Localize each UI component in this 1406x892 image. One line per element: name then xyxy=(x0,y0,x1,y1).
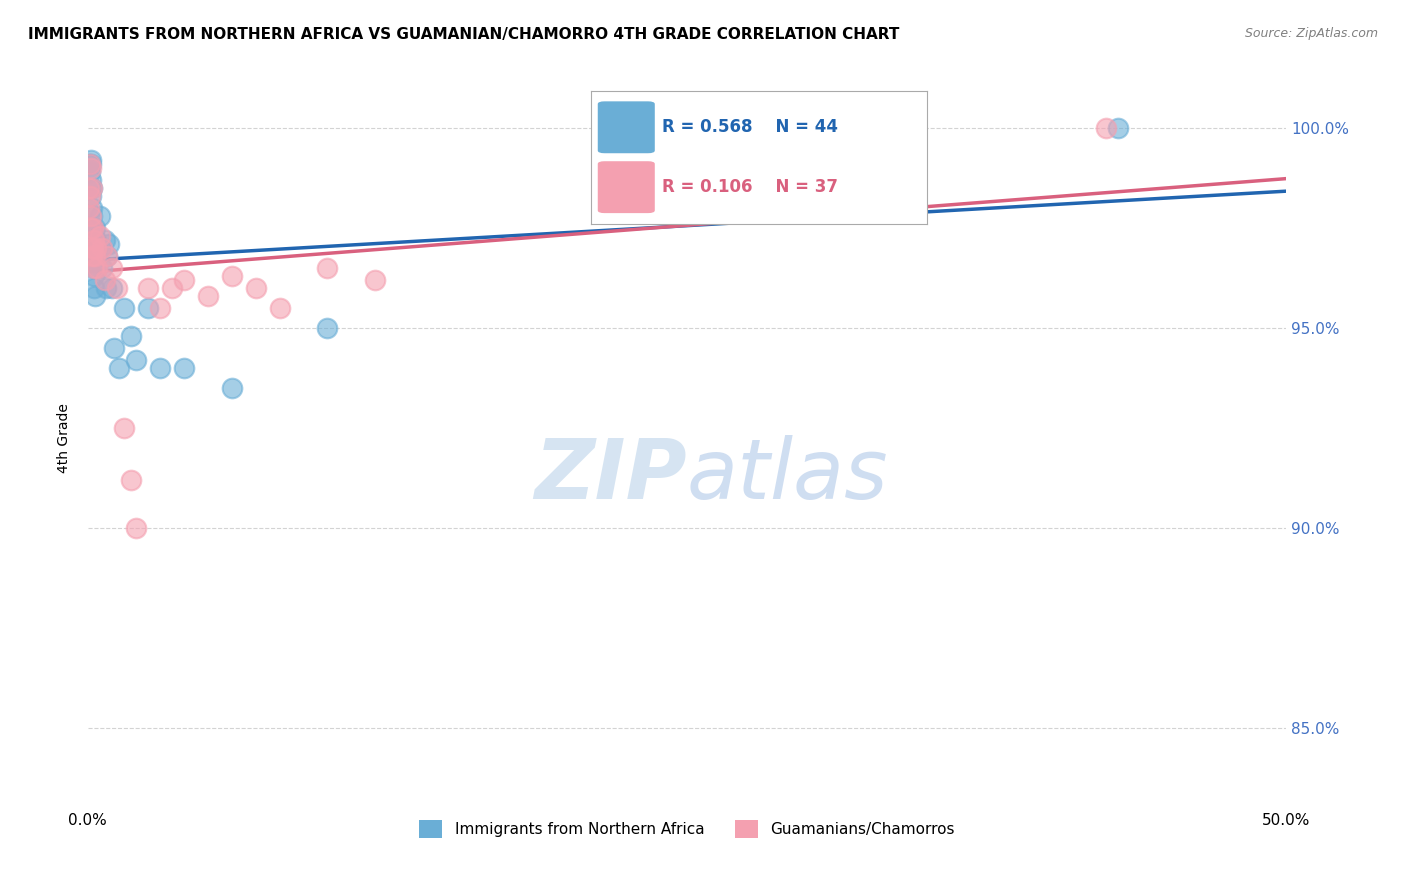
Y-axis label: 4th Grade: 4th Grade xyxy=(58,403,72,473)
Point xyxy=(96,249,118,263)
Point xyxy=(80,157,103,171)
Point xyxy=(316,321,339,335)
Point xyxy=(86,241,108,255)
Point xyxy=(80,173,103,187)
Point xyxy=(84,221,107,235)
Point xyxy=(82,241,104,255)
Point xyxy=(125,521,148,535)
Point xyxy=(80,189,103,203)
Legend: Immigrants from Northern Africa, Guamanians/Chamorros: Immigrants from Northern Africa, Guamani… xyxy=(413,814,960,845)
Point xyxy=(89,229,111,244)
Point xyxy=(82,249,104,263)
Point xyxy=(80,181,103,195)
Point xyxy=(80,181,103,195)
Point xyxy=(80,210,103,224)
Point xyxy=(89,210,111,224)
Point xyxy=(269,301,291,316)
Point xyxy=(101,281,124,295)
Point xyxy=(125,353,148,368)
Point xyxy=(80,202,103,216)
Point xyxy=(82,210,104,224)
Point xyxy=(82,241,104,255)
Point xyxy=(108,361,131,376)
Point xyxy=(80,153,103,168)
Point xyxy=(80,241,103,255)
Point xyxy=(120,329,142,343)
Point xyxy=(83,289,105,303)
Point xyxy=(120,473,142,487)
Point xyxy=(221,381,243,395)
Point xyxy=(136,281,159,295)
Point xyxy=(84,233,107,247)
Point xyxy=(105,281,128,295)
Point xyxy=(84,249,107,263)
Point xyxy=(86,261,108,276)
Point xyxy=(91,261,114,276)
Point xyxy=(83,261,105,276)
Point xyxy=(91,241,114,255)
Point xyxy=(83,233,105,247)
Point xyxy=(83,269,105,284)
Point xyxy=(82,221,104,235)
Point xyxy=(79,157,101,171)
Point xyxy=(98,237,121,252)
Point xyxy=(1095,121,1118,136)
Point xyxy=(82,221,104,235)
Point xyxy=(245,281,267,295)
Point xyxy=(80,161,103,176)
Point xyxy=(197,289,219,303)
Point xyxy=(79,165,101,179)
Point xyxy=(82,249,104,263)
Point xyxy=(364,273,387,287)
Text: ZIP: ZIP xyxy=(534,434,688,516)
Point xyxy=(84,241,107,255)
Point xyxy=(90,241,112,255)
Text: Source: ZipAtlas.com: Source: ZipAtlas.com xyxy=(1244,27,1378,40)
Point xyxy=(149,361,172,376)
Point xyxy=(83,261,105,276)
Point xyxy=(1107,121,1129,136)
Point xyxy=(93,233,115,247)
Point xyxy=(83,229,105,244)
Point xyxy=(112,421,135,435)
Point xyxy=(79,181,101,195)
Text: atlas: atlas xyxy=(688,434,889,516)
Point xyxy=(96,249,118,263)
Point xyxy=(173,361,195,376)
Point xyxy=(77,157,100,171)
Point xyxy=(82,237,104,252)
Point xyxy=(94,281,117,295)
Point xyxy=(149,301,172,316)
Point xyxy=(173,273,195,287)
Point xyxy=(93,273,115,287)
Point xyxy=(80,221,103,235)
Point xyxy=(84,249,107,263)
Point xyxy=(79,202,101,216)
Point xyxy=(160,281,183,295)
Point xyxy=(112,301,135,316)
Point xyxy=(79,189,101,203)
Point xyxy=(77,181,100,195)
Point xyxy=(101,261,124,276)
Point xyxy=(83,281,105,295)
Point xyxy=(136,301,159,316)
Point xyxy=(86,261,108,276)
Point xyxy=(103,341,125,355)
Point xyxy=(221,269,243,284)
Point xyxy=(82,233,104,247)
Point xyxy=(316,261,339,276)
Text: IMMIGRANTS FROM NORTHERN AFRICA VS GUAMANIAN/CHAMORRO 4TH GRADE CORRELATION CHAR: IMMIGRANTS FROM NORTHERN AFRICA VS GUAMA… xyxy=(28,27,900,42)
